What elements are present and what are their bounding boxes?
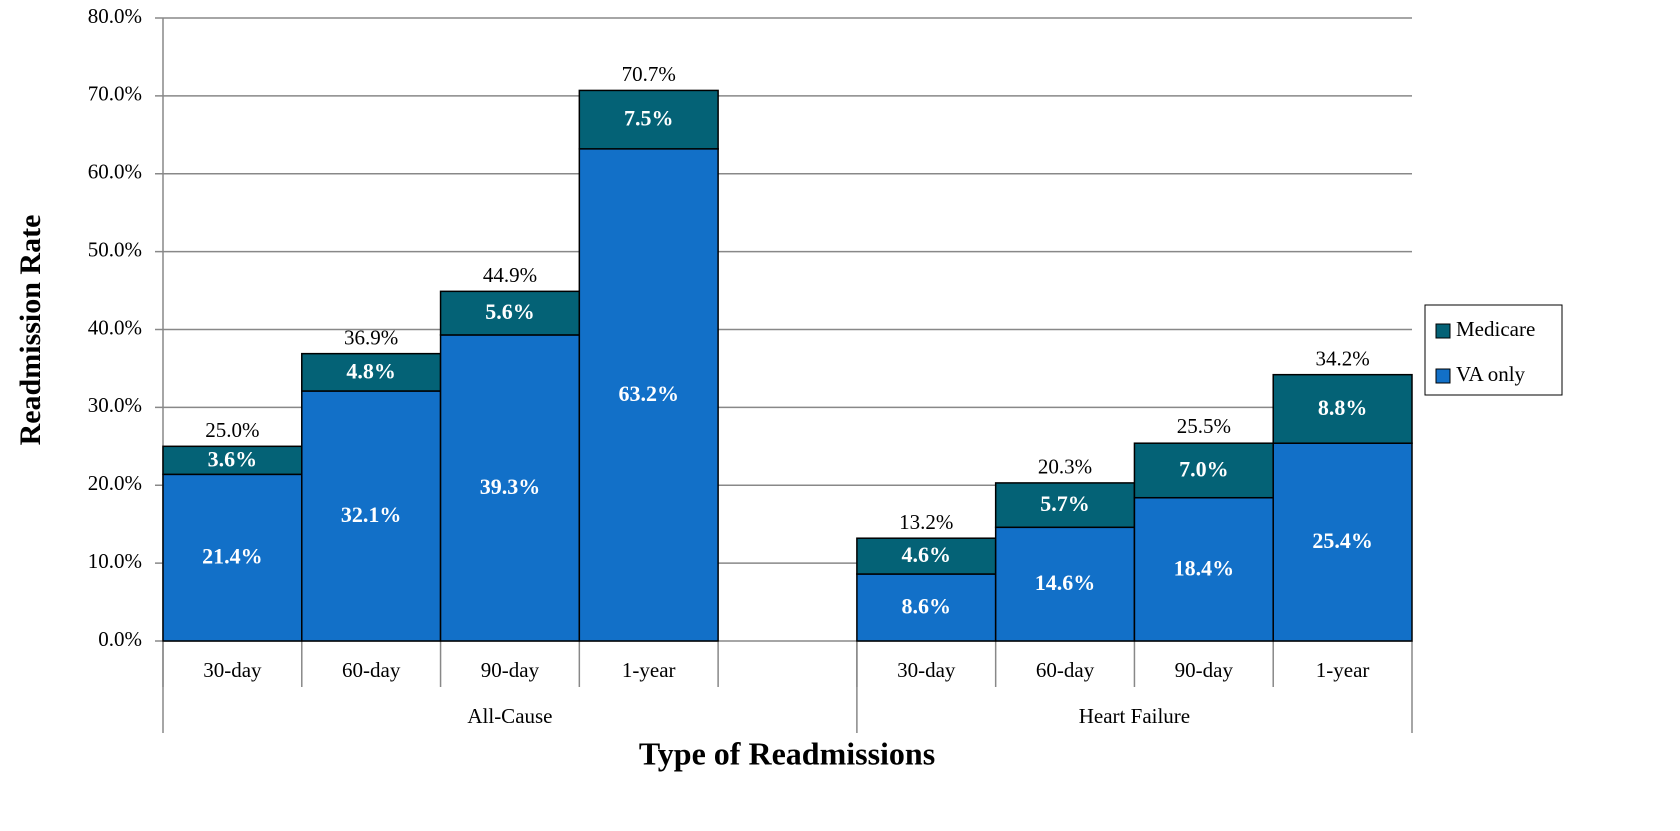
data-label: 4.6% xyxy=(902,542,952,567)
bar-segment xyxy=(578,89,719,150)
bar-segment xyxy=(301,352,442,392)
bar-segment xyxy=(578,148,719,642)
bar-segment xyxy=(301,390,442,642)
y-tick-label: 80.0% xyxy=(88,4,142,28)
total-label: 25.5% xyxy=(1177,414,1231,438)
x-tick-label: 30-day xyxy=(203,658,262,682)
group-label: All-Cause xyxy=(467,704,552,728)
group-label: Heart Failure xyxy=(1079,704,1190,728)
data-label: 7.0% xyxy=(1179,457,1229,482)
total-label: 34.2% xyxy=(1315,346,1369,370)
x-tick-label: 1-year xyxy=(622,658,676,682)
total-label: 36.9% xyxy=(344,325,398,349)
data-label: 4.8% xyxy=(346,358,396,383)
bar-segment xyxy=(1272,442,1413,642)
data-label: 5.7% xyxy=(1040,491,1090,516)
bar-segment xyxy=(1272,373,1413,444)
data-label: 25.4% xyxy=(1312,528,1373,553)
legend-swatch xyxy=(1435,368,1451,384)
y-tick-label: 0.0% xyxy=(98,627,142,651)
total-label: 70.7% xyxy=(622,62,676,86)
data-label: 3.6% xyxy=(208,446,258,471)
y-tick-label: 60.0% xyxy=(88,160,142,184)
total-label: 44.9% xyxy=(483,263,537,287)
data-label: 21.4% xyxy=(202,544,263,569)
bar-segment xyxy=(856,573,997,642)
data-label: 8.6% xyxy=(902,594,952,619)
bar-segment xyxy=(1133,442,1274,499)
y-tick-label: 70.0% xyxy=(88,82,142,106)
bar-segment xyxy=(994,482,1136,529)
data-label: 7.5% xyxy=(624,106,674,131)
y-tick-label: 50.0% xyxy=(88,237,142,261)
data-label: 5.6% xyxy=(485,299,535,324)
total-label: 20.3% xyxy=(1038,455,1092,479)
bar-segment xyxy=(439,290,581,336)
legend-swatch xyxy=(1435,323,1451,339)
bar-segment xyxy=(162,445,303,476)
y-tick-label: 30.0% xyxy=(88,393,142,417)
bar-segment xyxy=(994,526,1136,642)
x-axis-title: Type of Readmissions xyxy=(639,735,935,771)
data-label: 18.4% xyxy=(1174,555,1235,580)
legend-label: Medicare xyxy=(1456,317,1535,341)
y-axis-title: Readmission Rate xyxy=(14,215,47,446)
x-tick-label: 60-day xyxy=(342,658,401,682)
total-label: 25.0% xyxy=(205,418,259,442)
y-tick-label: 40.0% xyxy=(88,315,142,339)
data-label: 8.8% xyxy=(1318,395,1368,420)
total-label: 13.2% xyxy=(899,510,953,534)
data-label: 63.2% xyxy=(618,381,679,406)
x-tick-label: 60-day xyxy=(1036,658,1095,682)
data-label: 32.1% xyxy=(341,502,402,527)
data-label: 39.3% xyxy=(480,474,541,499)
bar-segment xyxy=(1133,496,1274,642)
y-tick-label: 10.0% xyxy=(88,549,142,573)
legend-label: VA only xyxy=(1456,362,1526,386)
x-tick-label: 1-year xyxy=(1316,658,1370,682)
x-tick-label: 90-day xyxy=(481,658,540,682)
data-label: 14.6% xyxy=(1035,570,1096,595)
y-tick-label: 20.0% xyxy=(88,471,142,495)
x-tick-label: 30-day xyxy=(897,658,956,682)
x-tick-label: 90-day xyxy=(1175,658,1234,682)
